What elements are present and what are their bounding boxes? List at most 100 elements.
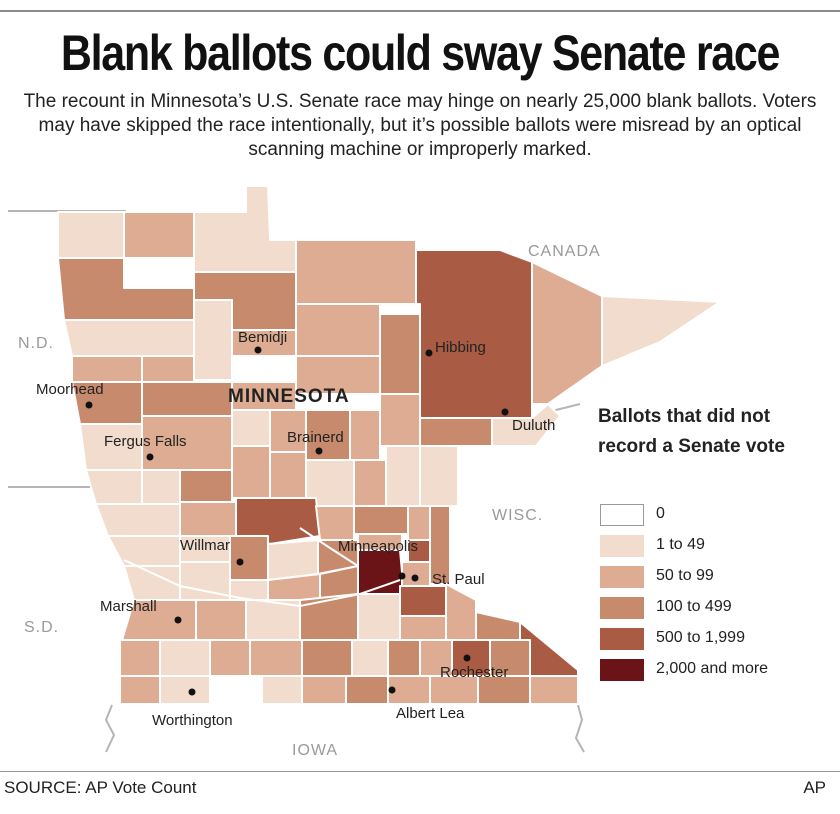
iowa-label: IOWA: [292, 742, 338, 759]
city-label-st-paul: St. Paul: [432, 571, 485, 588]
city-label-fergus-falls: Fergus Falls: [104, 433, 187, 450]
county: [235, 497, 321, 545]
legend-swatch: [600, 628, 644, 650]
neighbor-labels: CANADA N.D. S.D. WISC. IOWA: [18, 243, 601, 759]
legend-swatch: [600, 597, 644, 619]
city-label-willmar: Willmar: [180, 537, 230, 554]
county: [193, 299, 233, 381]
city-dot: [174, 616, 182, 624]
county: [349, 409, 381, 461]
county: [71, 355, 143, 383]
county: [141, 381, 233, 417]
county: [353, 505, 409, 535]
city-label-worthington: Worthington: [152, 712, 233, 729]
county: [351, 639, 389, 677]
source-note: SOURCE: AP Vote Count: [4, 778, 197, 797]
county: [261, 675, 303, 705]
county: [445, 583, 477, 641]
city-dot: [146, 453, 154, 461]
county: [63, 319, 195, 357]
county: [107, 535, 181, 567]
county: [57, 257, 195, 321]
county: [315, 505, 355, 541]
county: [415, 249, 533, 419]
city-dot: [411, 574, 419, 582]
city-label-rochester: Rochester: [440, 664, 508, 681]
bottom-rule: [0, 771, 840, 772]
city-dot: [236, 558, 244, 566]
county: [295, 239, 417, 305]
city-dots: [85, 346, 509, 696]
county: [267, 539, 319, 581]
county: [401, 561, 431, 587]
top-rule: [0, 10, 840, 12]
city-label-bemidji: Bemidji: [238, 329, 287, 346]
city-label-hibbing: Hibbing: [435, 339, 486, 356]
county: [231, 409, 271, 447]
legend-label: 1 to 49: [656, 536, 705, 553]
county: [95, 503, 181, 537]
legend-title: Ballots that did not record a Senate vot…: [598, 406, 785, 457]
legend-label: 100 to 499: [656, 598, 732, 615]
county: [57, 211, 125, 259]
county: [357, 593, 401, 641]
county: [179, 501, 237, 537]
wisc-label: WISC.: [492, 507, 543, 524]
county: [195, 599, 247, 641]
county: [119, 675, 161, 705]
city-label-moorhead: Moorhead: [36, 381, 104, 398]
legend-label: 500 to 1,999: [656, 629, 745, 646]
legend-swatch: [600, 504, 644, 526]
county: [159, 639, 211, 677]
county: [429, 505, 451, 585]
city-dot: [85, 401, 93, 409]
county: [399, 585, 447, 617]
county: [491, 403, 561, 447]
county: [419, 445, 459, 507]
county: [123, 211, 195, 259]
city-dot: [425, 349, 433, 357]
county: [301, 675, 347, 705]
legend-label: 0: [656, 505, 665, 522]
canada-label: CANADA: [528, 243, 601, 260]
county: [209, 639, 251, 677]
city-dot: [188, 688, 196, 696]
county: [295, 303, 381, 357]
county: [193, 185, 297, 273]
county: [419, 417, 493, 447]
county: [353, 459, 387, 507]
county: [249, 639, 303, 677]
city-dot: [254, 346, 262, 354]
county: [531, 261, 603, 405]
city-dot: [315, 447, 323, 455]
county: [357, 533, 403, 551]
city-dot: [463, 654, 471, 662]
county: [385, 445, 421, 507]
county-shapes: [57, 185, 721, 705]
page-title: Blank ballots could sway Senate race: [60, 25, 781, 81]
county: [85, 469, 143, 505]
nd-label: N.D.: [18, 335, 54, 352]
county: [529, 675, 579, 705]
county: [345, 675, 389, 705]
county: [179, 469, 233, 503]
county: [269, 451, 307, 499]
credit: AP: [803, 778, 826, 797]
city-dot: [388, 686, 396, 694]
county: [231, 445, 271, 499]
county: [141, 355, 195, 383]
city-label-duluth: Duluth: [512, 417, 555, 434]
county: [475, 611, 521, 641]
city-label-brainerd: Brainerd: [287, 429, 344, 446]
legend-swatch: [600, 535, 644, 557]
county: [159, 675, 211, 705]
county: [379, 393, 421, 447]
city-label-marshall: Marshall: [100, 598, 157, 615]
county: [141, 469, 181, 505]
city-dot: [398, 572, 406, 580]
county: [601, 295, 721, 367]
city-label-albert-lea: Albert Lea: [396, 705, 465, 722]
county: [245, 599, 301, 641]
county-rivers: [123, 527, 401, 608]
